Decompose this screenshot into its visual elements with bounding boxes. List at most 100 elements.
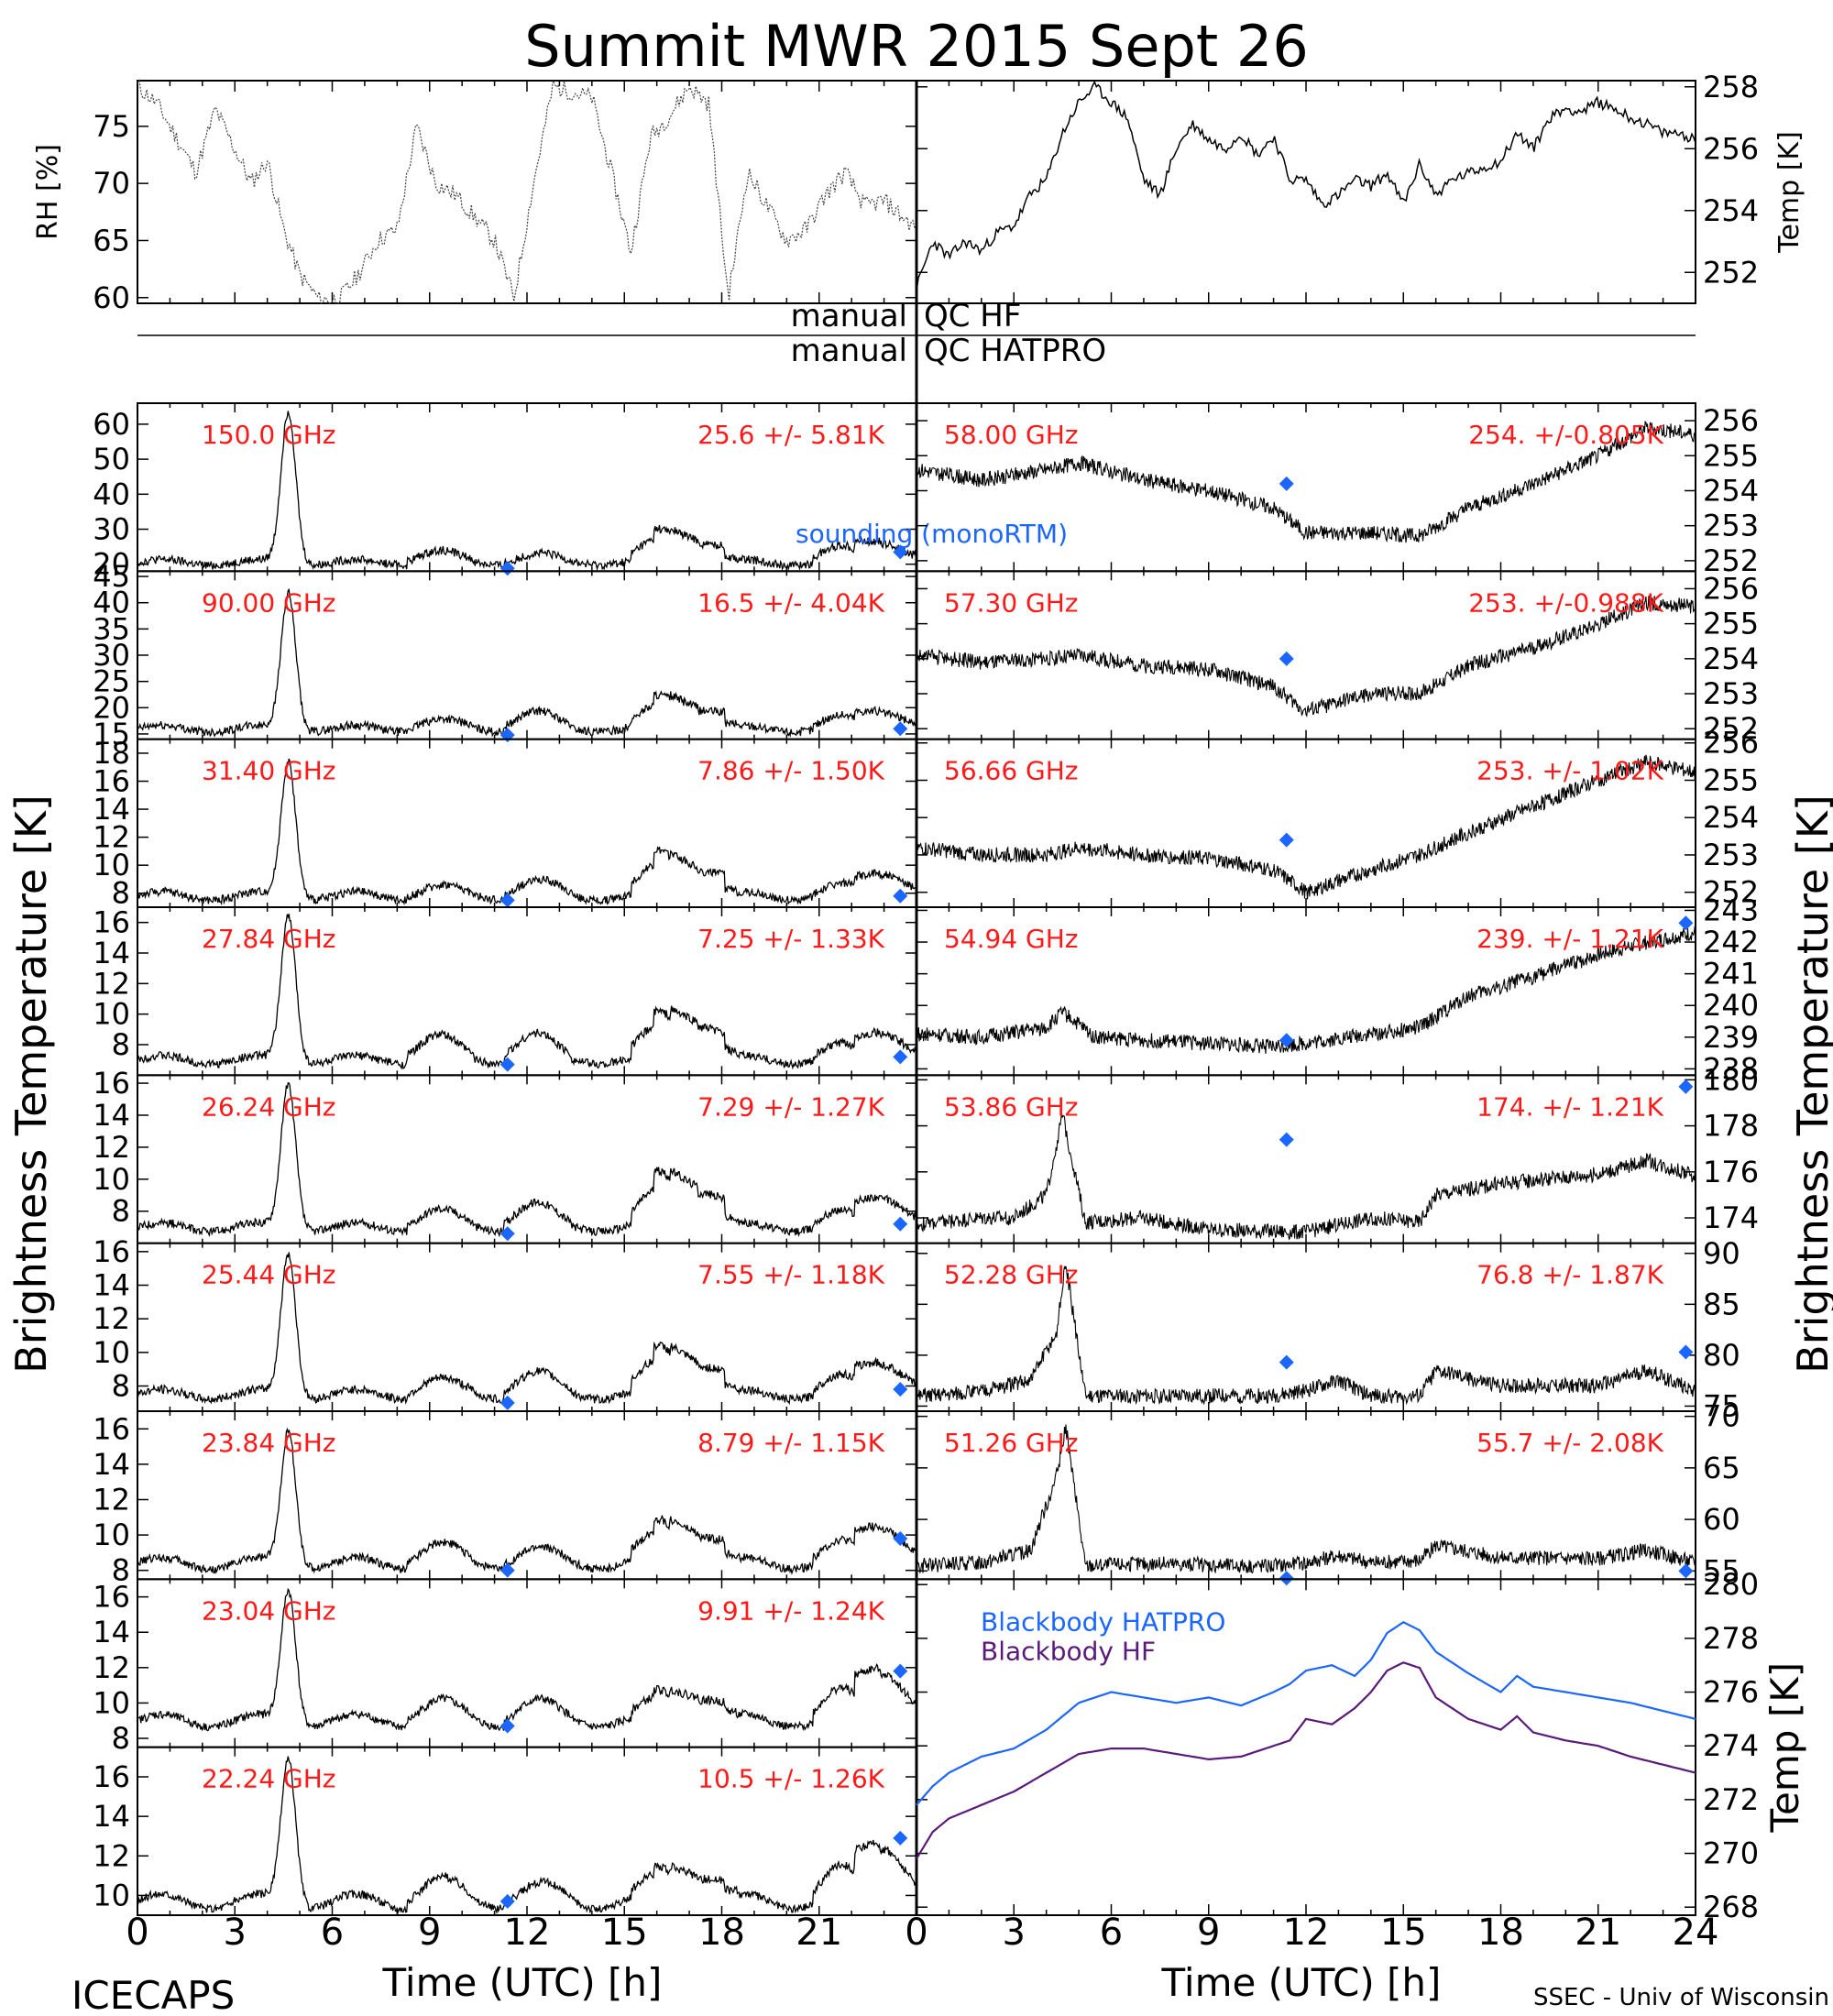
channel-stat: 55.7 +/- 2.08K [1476,1428,1663,1458]
tb-right-tick-label: 240 [1703,988,1759,1023]
sounding-marker [893,1382,908,1397]
channel-label: 22.24 GHz [202,1764,336,1794]
tb-left-tick-label: 14 [93,1447,130,1482]
sounding-marker [499,1226,515,1242]
tb-left-tick-label: 10 [93,1162,130,1197]
tb-left-tick-label: 8 [112,1369,130,1404]
channel-stat: 8.79 +/- 1.15K [697,1428,884,1458]
tb-left-tick-label: 14 [93,1615,130,1649]
x-tick-label-right: 15 [1380,1912,1427,1954]
tb-left-tick-label: 10 [93,1878,130,1912]
tb-right-tick-label: 256 [1703,571,1759,606]
channel-label: 51.26 GHz [944,1428,1079,1458]
tb-left-tick-label: 25 [93,664,130,699]
sounding-marker [1279,1571,1294,1586]
tb-series [916,1265,1696,1406]
sounding-marker [1279,1354,1294,1370]
footer-right: SSEC - Univ of Wisconsin [1533,1984,1829,2011]
tb-right-tick-label: 255 [1703,762,1759,797]
blackbody-tick-label: 274 [1703,1728,1759,1763]
tb-left-tick-label: 16 [93,1066,130,1101]
channel-stat: 7.55 +/- 1.18K [697,1260,884,1290]
tb-series [137,758,917,906]
channel-stat: 254. +/-0.805K [1468,420,1663,450]
channel-label: 23.84 GHz [202,1428,336,1458]
temp-tick-label: 254 [1703,193,1759,228]
x-tick-label-left: 12 [504,1912,551,1954]
right-xlabel: Time (UTC) [h] [1161,1960,1442,2005]
rh-tick-label: 70 [93,166,130,201]
sounding-marker [893,544,908,560]
tb-right-tick-label: 90 [1703,1236,1740,1271]
x-tick-label-right: 9 [1197,1912,1220,1954]
tb-left-tick-label: 16 [93,1580,130,1615]
channel-stat: 7.86 +/- 1.50K [697,756,884,786]
tb-left-tick-label: 14 [93,1268,130,1303]
temp-ylabel: Temp [K] [1773,131,1806,254]
tb-left-tick-label: 10 [93,1335,130,1370]
sounding-marker [1279,832,1294,848]
tb-left-tick-label: 12 [93,1130,130,1165]
tb-series [137,914,917,1070]
tb-left-tick-label: 16 [93,1234,130,1269]
tb-series [137,1756,917,1915]
sounding-marker [499,1718,515,1734]
x-tick-label-right: 18 [1477,1912,1524,1954]
x-axes: 0 3 6 9 12 15 18 21 0 3 6 9 12 15 18 21 24 [126,1912,1718,1954]
qc-hf-manual-label: manual [791,298,907,334]
tb-left-tick-label: 12 [93,820,130,855]
x-tick-label-left: 9 [418,1912,441,1954]
tb-right-tick-label: 242 [1703,925,1759,959]
tb-series [137,411,917,572]
blackbody-tick-label: 278 [1703,1621,1759,1656]
channel-stat: 10.5 +/- 1.26K [697,1764,884,1794]
tb-right-tick-label: 255 [1703,607,1759,641]
tb-right-tick-label: 60 [1703,1502,1740,1537]
x-tick-label-left: 0 [126,1912,148,1954]
tb-right-tick-label: 254 [1703,800,1759,835]
tb-right-tick-label: 180 [1703,1062,1759,1097]
channel-stat: 7.29 +/- 1.27K [697,1091,884,1122]
sounding-marker [499,1893,515,1909]
channel-label: 56.66 GHz [944,756,1079,786]
tb-right-tick-label: 253 [1703,838,1759,872]
qc-section: manual QC HF manual QC HATPRO [137,298,1696,369]
x-tick-label-right: 3 [1003,1912,1026,1954]
sounding-marker [1678,1344,1694,1360]
tb-right-tick-label: 174 [1703,1200,1759,1235]
blackbody-series [916,1661,1696,1859]
channel-stat: 9.91 +/- 1.24K [697,1595,884,1626]
tb-left-tick-label: 18 [93,736,130,771]
tb-right-tick-label: 254 [1703,641,1759,676]
tb-right-tick-label: 252 [1703,711,1759,746]
tb-series [137,1082,917,1238]
blackbody-tick-label: 280 [1703,1567,1759,1602]
tb-left-tick-label: 8 [112,1194,130,1229]
sounding-marker [1279,651,1294,666]
tb-left-tick-label: 14 [93,936,130,970]
temp-tick-label: 252 [1703,255,1759,290]
rh-tick-label: 65 [93,223,130,257]
tb-right-tick-label: 178 [1703,1109,1759,1144]
channel-label: 52.28 GHz [944,1260,1079,1290]
tb-left-tick-label: 14 [93,1799,130,1834]
blackbody-series [916,1621,1696,1806]
tb-left-tick-label: 12 [93,1482,130,1517]
temp-tick-label: 258 [1703,70,1759,104]
tb-left-tick-label: 12 [93,1650,130,1685]
tb-right-tick-label: 80 [1703,1338,1740,1373]
rh-panel-frame [137,80,917,304]
blackbody-tick-label: 276 [1703,1675,1759,1710]
channel-label: 57.30 GHz [944,587,1079,618]
sounding-marker [499,893,515,908]
tb-series [916,926,1696,1054]
channel-stat: 76.8 +/- 1.87K [1476,1260,1663,1290]
temp-series [916,80,1696,292]
right-ylabel: Brightness Temperature [K] [1788,794,1833,1374]
sounding-marker [893,1830,908,1846]
tb-series [916,1424,1696,1574]
tb-left-tick-label: 8 [112,1027,130,1062]
x-tick-label-right: 6 [1100,1912,1123,1954]
meteorology-panels: 60 65 70 75 RH [%] 252 254 256 258 Temp [K] [32,70,1806,315]
